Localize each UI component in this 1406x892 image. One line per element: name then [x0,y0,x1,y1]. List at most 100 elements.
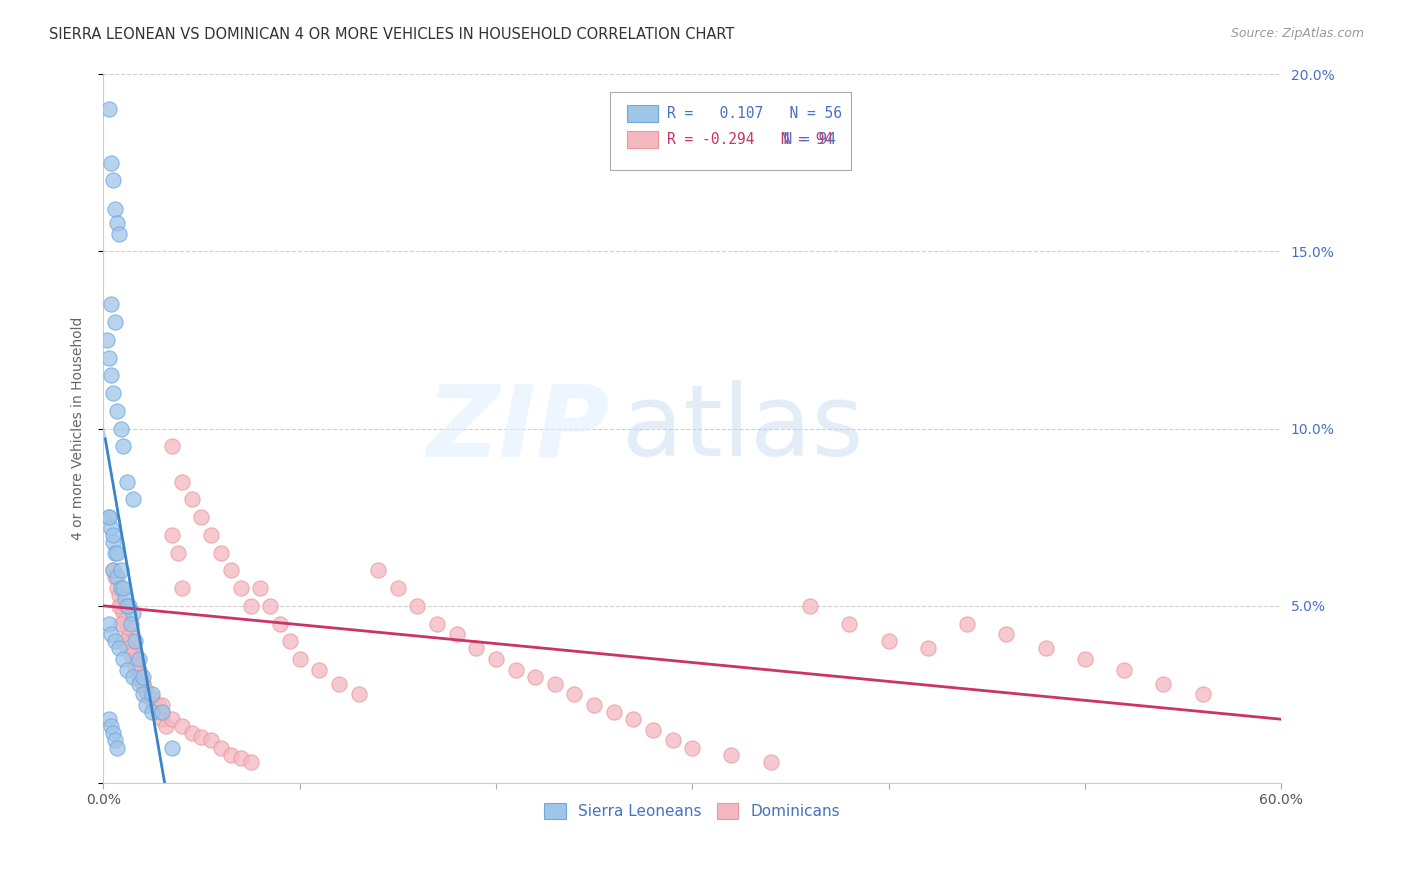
Text: N = 94: N = 94 [766,132,837,147]
Point [564,687,586,701]
Point [1074,652,1097,666]
Point [111,581,134,595]
Point [190,730,212,744]
Bar [627,131,658,148]
Point [150,712,173,726]
Point [104,202,127,216]
Point [160,439,183,453]
Point [110,421,132,435]
Text: R =   0.107   N = 56: R = 0.107 N = 56 [668,106,842,121]
Point [278,634,301,648]
Point [104,315,127,329]
Point [160,528,183,542]
Point [111,652,134,666]
Point [328,677,350,691]
Point [180,492,202,507]
Point [249,581,271,595]
Point [115,475,138,489]
Point [387,581,409,595]
Point [446,627,468,641]
Point [406,599,429,613]
Point [121,492,143,507]
Point [101,563,124,577]
Point [110,599,132,613]
Point [160,712,183,726]
Point [100,627,122,641]
Point [759,755,782,769]
Point [170,475,193,489]
Point [621,712,644,726]
Point [1152,677,1174,691]
Point [135,684,157,698]
Point [98,510,121,524]
Point [101,535,124,549]
Point [229,581,252,595]
Point [485,652,508,666]
Point [98,103,121,117]
Legend: Sierra Leoneans, Dominicans: Sierra Leoneans, Dominicans [538,797,846,825]
Point [104,733,127,747]
Point [120,616,142,631]
Point [150,698,173,712]
Point [131,677,153,691]
Point [100,155,122,169]
Point [367,563,389,577]
Point [124,648,146,663]
Point [135,684,157,698]
Point [288,652,311,666]
Point [115,663,138,677]
Point [105,740,128,755]
Point [98,712,121,726]
Point [111,634,134,648]
Point [150,705,173,719]
Point [641,723,664,737]
Point [720,747,742,762]
Point [602,705,624,719]
Point [105,216,128,230]
Point [524,670,547,684]
Bar [627,105,658,122]
Point [219,747,242,762]
Point [114,613,136,627]
Point [139,690,162,705]
Y-axis label: 4 or more Vehicles in Household: 4 or more Vehicles in Household [72,317,86,541]
Point [105,546,128,560]
FancyBboxPatch shape [610,92,851,169]
Point [101,386,124,401]
Point [115,620,138,634]
Point [544,677,567,691]
Text: R = -0.294   N = 94: R = -0.294 N = 94 [668,132,834,147]
Point [105,570,128,584]
Point [150,705,173,719]
Point [505,663,527,677]
Text: ZIP: ZIP [427,380,610,477]
Point [108,599,131,613]
Point [155,719,177,733]
Text: atlas: atlas [621,380,863,477]
Point [170,581,193,595]
Point [98,510,121,524]
Point [148,698,170,712]
Point [114,591,136,606]
Point [141,690,163,705]
Point [129,670,152,684]
Point [105,581,128,595]
Point [877,634,900,648]
Point [143,698,166,712]
Point [799,599,821,613]
Point [121,641,143,656]
Point [239,599,262,613]
Point [838,616,860,631]
Point [1191,687,1213,701]
Point [121,606,143,620]
Point [124,634,146,648]
Point [131,670,153,684]
Point [96,333,118,347]
Point [118,627,141,641]
Point [125,656,148,670]
Point [98,351,121,365]
Point [661,733,683,747]
Point [995,627,1018,641]
Point [259,599,281,613]
Point [118,599,141,613]
